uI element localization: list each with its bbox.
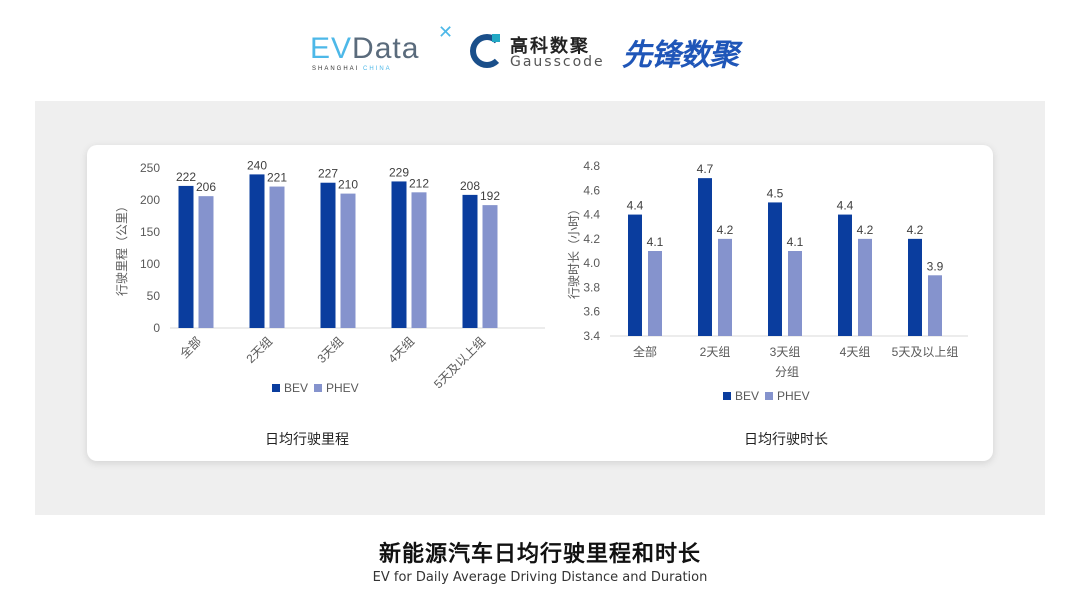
bar-bev — [628, 214, 642, 336]
data-label: 4.2 — [857, 223, 874, 237]
y-tick-label: 200 — [140, 193, 160, 207]
bar-bev — [249, 174, 265, 328]
bar-phev — [198, 196, 214, 328]
data-label: 4.7 — [697, 162, 714, 176]
y-tick-label: 4.6 — [583, 183, 600, 197]
x-tick-label: 4天组 — [386, 334, 418, 366]
y-tick-label: 0 — [153, 321, 160, 335]
x-tick-label: 4天组 — [840, 345, 871, 359]
legend-swatch-phev — [314, 384, 322, 392]
y-tick-label: 250 — [140, 161, 160, 175]
legend-swatch-phev — [765, 392, 773, 400]
bar-phev — [411, 192, 427, 328]
bar-bev — [462, 194, 478, 328]
bar-bev — [320, 182, 336, 328]
bar-bev — [698, 178, 712, 336]
data-label: 206 — [196, 180, 216, 194]
y-tick-label: 3.8 — [583, 280, 600, 294]
y-tick-label: 4.2 — [583, 232, 600, 246]
y-tick-label: 4.0 — [583, 256, 600, 270]
y-tick-label: 4.4 — [583, 208, 600, 222]
y-tick-label: 50 — [147, 289, 161, 303]
chart-title: 日均行驶时长 — [744, 431, 828, 447]
data-label: 229 — [389, 165, 409, 179]
bar-bev — [838, 214, 852, 336]
y-axis-label: 行驶里程（公里） — [114, 200, 129, 296]
xianfeng-logo: 先锋数聚 — [622, 38, 739, 73]
data-label: 4.1 — [787, 235, 804, 249]
page-subtitle: EV for Daily Average Driving Distance an… — [372, 570, 708, 585]
data-label: 4.4 — [627, 199, 644, 213]
y-tick-label: 4.8 — [583, 159, 600, 173]
legend-swatch-bev — [272, 384, 280, 392]
data-label: 4.5 — [767, 186, 784, 200]
chart-title: 日均行驶里程 — [265, 431, 349, 447]
data-label: 4.4 — [837, 199, 854, 213]
x-tick-label: 全部 — [633, 344, 657, 359]
x-tick-label: 2天组 — [700, 345, 731, 359]
data-label: 192 — [480, 189, 500, 203]
y-axis-label: 行驶时长（小时） — [566, 203, 581, 299]
y-tick-label: 3.4 — [583, 329, 600, 343]
data-label: 222 — [176, 170, 196, 184]
legend-label: BEV — [284, 381, 308, 395]
legend-label: PHEV — [777, 389, 810, 403]
data-label: 227 — [318, 167, 338, 181]
x-axis-label: 分组 — [775, 365, 799, 379]
legend-label: PHEV — [326, 381, 359, 395]
bar-phev — [269, 186, 285, 328]
y-tick-label: 100 — [140, 257, 160, 271]
x-tick-label: 2天组 — [244, 334, 276, 366]
bar-phev — [648, 251, 662, 336]
page-title: 新能源汽车日均行驶里程和时长 — [378, 542, 701, 567]
legend-label: BEV — [735, 389, 759, 403]
data-label: 221 — [267, 171, 287, 185]
data-label: 4.2 — [907, 223, 924, 237]
legend-swatch-bev — [723, 392, 731, 400]
x-tick-label: 全部 — [177, 334, 205, 362]
bar-phev — [788, 251, 802, 336]
x-tick-label: 5天及以上组 — [431, 334, 488, 391]
x-tick-label: 3天组 — [315, 334, 347, 366]
bar-phev — [718, 238, 732, 336]
logo-bar: EVData ✕ SHANGHAI CHINA 高科数聚 Gausscode 先锋… — [310, 22, 739, 73]
data-label: 3.9 — [927, 259, 944, 273]
data-label: 4.1 — [647, 235, 664, 249]
bar-phev — [340, 193, 356, 328]
bar-phev — [482, 205, 498, 328]
data-label: 240 — [247, 158, 267, 172]
y-tick-label: 150 — [140, 225, 160, 239]
data-label: 212 — [409, 176, 429, 190]
bar-bev — [178, 185, 194, 328]
bar-bev — [391, 181, 407, 328]
data-label: 208 — [460, 179, 480, 193]
x-tick-label: 5天及以上组 — [892, 345, 959, 359]
bar-bev — [908, 238, 922, 336]
bar-phev — [928, 275, 942, 336]
data-label: 210 — [338, 178, 358, 192]
evdata-logo: EVData ✕ SHANGHAI CHINA — [310, 22, 455, 72]
y-tick-label: 3.6 — [583, 305, 600, 319]
bar-phev — [858, 238, 872, 336]
bar-bev — [768, 202, 782, 336]
data-label: 4.2 — [717, 223, 734, 237]
x-tick-label: 3天组 — [770, 345, 801, 359]
